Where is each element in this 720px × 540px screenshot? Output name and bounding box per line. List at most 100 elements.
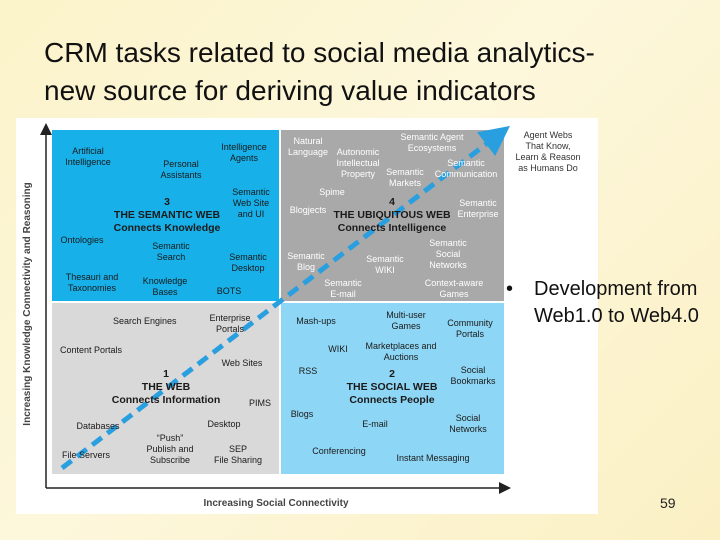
- diagonal-progression-arrow: [60, 125, 510, 470]
- diagram-label-line: Knowledge: [143, 276, 188, 286]
- bullet-text: Development from Web1.0 to Web4.0: [534, 278, 699, 327]
- quadrant-subtitle: Connects Intelligence: [338, 222, 447, 234]
- diagram-label: Semantic Web Site and UI: [232, 187, 270, 219]
- diagram-label-line: Communication: [435, 169, 498, 179]
- diagram-label: Semantic Search: [152, 241, 190, 262]
- social-web-labels: Mash-ups Multi-user Games Community Portal…: [291, 310, 496, 463]
- diagram-label-line: Desktop: [231, 263, 264, 273]
- diagram-label: Semantic Enterprise: [457, 198, 498, 219]
- diagram-label-line: SEP: [229, 444, 247, 454]
- diagram-label-line: Enterprise: [209, 313, 250, 323]
- corner-note-line: Agent Webs: [524, 130, 573, 140]
- diagram-label-line: Social: [461, 365, 486, 375]
- diagram-label: Semantic Agent Ecosystems: [400, 132, 464, 153]
- ubiquitous-web-labels: Natural Language Semantic Agent Ecosystems…: [287, 132, 498, 299]
- diagram-label-line: Marketplaces and: [365, 341, 436, 351]
- page-number: 59: [660, 495, 676, 511]
- quadrant-subtitle: Connects Knowledge: [114, 222, 221, 234]
- diagram-label-line: Markets: [389, 178, 422, 188]
- diagram-label: Spime: [319, 187, 345, 197]
- web-evolution-diagram: Increasing Social Connectivity Increasin…: [16, 118, 598, 514]
- diagram-label: Social Bookmarks: [450, 365, 496, 386]
- quadrant-name: THE SOCIAL WEB: [347, 381, 438, 393]
- diagram-label-line: E-mail: [330, 289, 356, 299]
- diagram-label: Social Networks: [449, 413, 487, 434]
- diagram-label-line: Semantic: [366, 254, 404, 264]
- diagram-label-line: Portals: [216, 324, 245, 334]
- diagram-label: Artificial Intelligence: [65, 146, 111, 167]
- diagram-label-line: WIKI: [375, 265, 395, 275]
- diagram-label-line: Semantic: [232, 187, 270, 197]
- quadrant-number: 3: [164, 196, 170, 208]
- diagram-label: Context-aware Games: [425, 278, 484, 299]
- diagram-label-line: Enterprise: [457, 209, 498, 219]
- diagram-label-line: Agents: [230, 153, 259, 163]
- diagram-label-line: Thesauri and: [66, 272, 119, 282]
- diagram-label-line: Games: [439, 289, 469, 299]
- diagram-label-line: Semantic Agent: [400, 132, 464, 142]
- corner-note-line: as Humans Do: [518, 163, 578, 173]
- diagram-label: Autonomic Intellectual Property: [336, 147, 379, 179]
- diagram-label-line: and UI: [238, 209, 265, 219]
- diagram-label: Natural Language: [288, 136, 328, 157]
- diagram-label: SEP File Sharing: [214, 444, 262, 465]
- title-line-2: new source for deriving value indicators: [44, 75, 536, 106]
- diagram-label: File Servers: [62, 450, 111, 460]
- slide-title: CRM tasks related to social media analyt…: [44, 34, 684, 110]
- diagram-label-line: Semantic: [152, 241, 190, 251]
- diagram-label: Mash-ups: [296, 316, 336, 326]
- diagram-label: Desktop: [207, 419, 240, 429]
- corner-note: Agent Webs That Know, Learn & Reason as …: [515, 130, 580, 173]
- diagram-label: Search Engines: [113, 316, 177, 326]
- diagram-label-line: Networks: [429, 260, 467, 270]
- diagram-label-line: Subscribe: [150, 455, 190, 465]
- bullet-marker: •: [506, 278, 514, 300]
- diagram-label-line: Personal: [163, 159, 199, 169]
- diagram-label-line: Multi-user: [386, 310, 426, 320]
- quadrant-social-web: [280, 302, 504, 474]
- diagram-label-line: Networks: [449, 424, 487, 434]
- diagram-label: Conferencing: [312, 446, 366, 456]
- quadrant-subtitle: Connects People: [349, 394, 434, 406]
- diagram-label-line: Publish and: [146, 444, 193, 454]
- quadrant-number: 4: [389, 196, 395, 208]
- corner-note-line: Learn & Reason: [515, 152, 580, 162]
- title-line-1: CRM tasks related to social media analyt…: [44, 37, 595, 68]
- diagram-label-line: Social: [456, 413, 481, 423]
- diagram-label: Intelligence Agents: [221, 142, 267, 163]
- diagram-label-line: Social: [436, 249, 461, 259]
- diagram-label-line: Artificial: [72, 146, 104, 156]
- diagram-label: Blogjects: [290, 205, 327, 215]
- quadrant-number: 1: [163, 368, 169, 380]
- quadrant-number: 2: [389, 368, 395, 380]
- diagram-label-line: File Sharing: [214, 455, 262, 465]
- diagram-label-line: Semantic: [447, 158, 485, 168]
- diagram-label: Multi-user Games: [386, 310, 426, 331]
- diagram-label: RSS: [299, 366, 318, 376]
- diagram-label-line: Semantic: [287, 251, 325, 261]
- diagram-label-line: Portals: [456, 329, 485, 339]
- diagram-label: Content Portals: [60, 345, 123, 355]
- diagram-label-line: Auctions: [384, 352, 419, 362]
- diagram-label-line: Semantic: [229, 252, 267, 262]
- diagram-label: Marketplaces and Auctions: [365, 341, 436, 362]
- diagram-label: Semantic WIKI: [366, 254, 404, 275]
- diagram-svg: Increasing Social Connectivity Increasin…: [22, 123, 581, 509]
- diagram-label: Semantic E-mail: [324, 278, 362, 299]
- diagram-label: Enterprise Portals: [209, 313, 250, 334]
- diagram-label-line: Ecosystems: [408, 143, 457, 153]
- diagram-label-line: Taxonomies: [68, 283, 117, 293]
- diagram-label-line: Bases: [152, 287, 178, 297]
- diagram-label-line: Property: [341, 169, 376, 179]
- diagram-label: Semantic Markets: [386, 167, 424, 188]
- diagram-label-line: Blog: [297, 262, 315, 272]
- diagram-label: Semantic Social Networks: [429, 238, 467, 270]
- diagram-label-line: Intelligence: [65, 157, 111, 167]
- diagram-label: Instant Messaging: [396, 453, 469, 463]
- diagram-label-line: Bookmarks: [450, 376, 496, 386]
- diagram-label-line: Semantic: [324, 278, 362, 288]
- diagram-label-line: Intelligence: [221, 142, 267, 152]
- diagram-label: “Push” Publish and Subscribe: [146, 433, 193, 465]
- diagram-label-line: “Push”: [157, 433, 184, 443]
- quadrant-name: THE UBIQUITOUS WEB: [333, 209, 450, 221]
